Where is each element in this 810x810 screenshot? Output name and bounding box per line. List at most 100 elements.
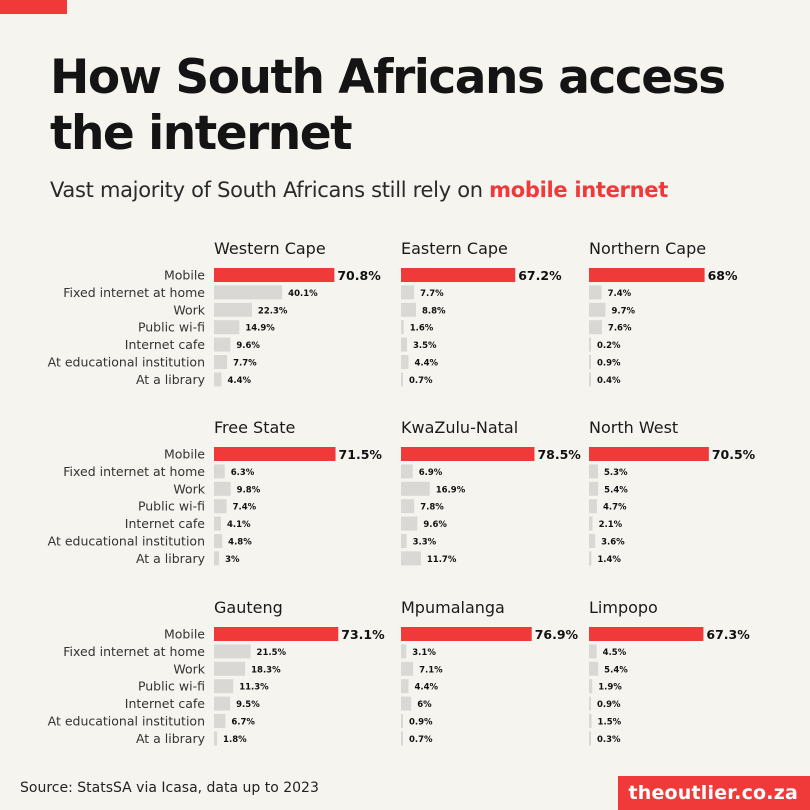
- value-label-western-cape-work: 22.3%: [258, 306, 288, 316]
- value-label-free-state-public-wi-fi: 7.4%: [233, 503, 257, 513]
- value-label-gauteng-mobile: 73.1%: [341, 627, 385, 642]
- bar-mpumalanga-at-educational-institution: [401, 714, 403, 728]
- category-label-mobile-free-state: Mobile: [164, 447, 205, 462]
- bar-limpopo-mobile: [589, 627, 704, 641]
- bar-mpumalanga-mobile: [401, 627, 532, 641]
- value-label-limpopo-internet-cafe: 0.9%: [597, 700, 621, 710]
- bar-western-cape-mobile: [214, 268, 335, 282]
- bar-eastern-cape-fixed-internet-at-home: [401, 285, 415, 300]
- bar-kwazulu-natal-internet-cafe: [401, 516, 418, 531]
- value-label-limpopo-public-wi-fi: 1.9%: [598, 683, 622, 693]
- accent-strip: [0, 0, 67, 14]
- panel-title-free-state: Free State: [214, 418, 295, 437]
- value-label-free-state-internet-cafe: 4.1%: [227, 520, 251, 530]
- value-label-kwazulu-natal-public-wi-fi: 7.8%: [420, 503, 444, 513]
- bar-eastern-cape-public-wi-fi: [401, 320, 404, 335]
- value-label-northern-cape-public-wi-fi: 7.6%: [608, 324, 632, 334]
- bar-north-west-work: [589, 481, 599, 496]
- bar-eastern-cape-internet-cafe: [401, 337, 407, 352]
- value-label-north-west-at-educational-institution: 3.6%: [601, 538, 625, 548]
- value-label-north-west-work: 5.4%: [604, 485, 628, 495]
- category-label-fixed-internet-at-home-free-state: Fixed internet at home: [63, 464, 205, 479]
- bar-limpopo-at-educational-institution: [589, 714, 592, 728]
- bar-mpumalanga-at-a-library: [401, 731, 403, 746]
- bar-gauteng-work: [214, 661, 246, 676]
- bar-free-state-mobile: [214, 447, 336, 461]
- value-label-western-cape-internet-cafe: 9.6%: [236, 341, 260, 351]
- bar-mpumalanga-public-wi-fi: [401, 679, 409, 694]
- value-label-mpumalanga-internet-cafe: 6%: [417, 700, 432, 710]
- value-label-free-state-work: 9.8%: [237, 485, 261, 495]
- value-label-gauteng-fixed-internet-at-home: 21.5%: [257, 648, 287, 658]
- bar-western-cape-fixed-internet-at-home: [214, 285, 283, 300]
- value-label-kwazulu-natal-at-a-library: 11.7%: [427, 555, 457, 565]
- panel-title-kwazulu-natal: KwaZulu-Natal: [401, 418, 518, 437]
- value-label-free-state-at-educational-institution: 4.8%: [228, 538, 252, 548]
- bar-mpumalanga-work: [401, 661, 414, 676]
- value-label-mpumalanga-work: 7.1%: [419, 665, 443, 675]
- value-label-eastern-cape-work: 8.8%: [422, 306, 446, 316]
- bar-gauteng-at-educational-institution: [214, 714, 226, 728]
- value-label-north-west-mobile: 70.5%: [712, 447, 756, 462]
- value-label-limpopo-at-a-library: 0.3%: [597, 735, 621, 745]
- value-label-free-state-at-a-library: 3%: [225, 555, 240, 565]
- value-label-eastern-cape-mobile: 67.2%: [518, 268, 562, 283]
- category-label-internet-cafe-gauteng: Internet cafe: [125, 696, 206, 711]
- category-label-public-wi-fi-western-cape: Public wi-fi: [138, 320, 205, 335]
- value-label-mpumalanga-public-wi-fi: 4.4%: [414, 683, 438, 693]
- bar-gauteng-at-a-library: [214, 731, 218, 746]
- brand-badge[interactable]: theoutlier.co.za: [618, 776, 810, 810]
- value-label-kwazulu-natal-fixed-internet-at-home: 6.9%: [419, 468, 443, 478]
- bar-northern-cape-internet-cafe: [589, 337, 591, 352]
- category-label-mobile-gauteng: Mobile: [164, 627, 205, 642]
- value-label-gauteng-work: 18.3%: [251, 665, 281, 675]
- category-label-at-educational-institution-gauteng: At educational institution: [48, 714, 205, 729]
- value-label-free-state-fixed-internet-at-home: 6.3%: [231, 468, 255, 478]
- category-label-public-wi-fi-free-state: Public wi-fi: [138, 499, 205, 514]
- value-label-north-west-at-a-library: 1.4%: [597, 555, 621, 565]
- bar-kwazulu-natal-work: [401, 481, 430, 496]
- bar-north-west-at-a-library: [589, 551, 592, 566]
- value-label-free-state-mobile: 71.5%: [339, 447, 383, 462]
- bar-limpopo-fixed-internet-at-home: [589, 644, 597, 659]
- category-label-work-gauteng: Work: [173, 661, 205, 676]
- value-label-gauteng-at-educational-institution: 6.7%: [231, 718, 255, 728]
- bar-north-west-mobile: [589, 447, 709, 461]
- bar-eastern-cape-at-educational-institution: [401, 355, 409, 369]
- panel-title-limpopo: Limpopo: [589, 598, 658, 617]
- category-label-at-a-library-free-state: At a library: [136, 551, 206, 566]
- value-label-eastern-cape-fixed-internet-at-home: 7.7%: [420, 289, 444, 299]
- category-label-at-a-library-gauteng: At a library: [136, 731, 206, 746]
- bar-kwazulu-natal-public-wi-fi: [401, 499, 415, 514]
- bar-western-cape-at-educational-institution: [214, 355, 228, 369]
- subtitle-highlight: mobile internet: [489, 178, 668, 202]
- bar-north-west-public-wi-fi: [589, 499, 597, 514]
- bar-north-west-fixed-internet-at-home: [589, 464, 599, 479]
- category-label-internet-cafe-western-cape: Internet cafe: [125, 337, 206, 352]
- subtitle-text: Vast majority of South Africans still re…: [50, 178, 490, 202]
- value-label-north-west-fixed-internet-at-home: 5.3%: [604, 468, 628, 478]
- bar-free-state-work: [214, 481, 231, 496]
- value-label-limpopo-fixed-internet-at-home: 4.5%: [603, 648, 627, 658]
- value-label-kwazulu-natal-at-educational-institution: 3.3%: [413, 538, 437, 548]
- category-label-work-western-cape: Work: [173, 302, 205, 317]
- panel-title-western-cape: Western Cape: [214, 239, 326, 258]
- value-label-gauteng-at-a-library: 1.8%: [223, 735, 247, 745]
- page-subtitle: Vast majority of South Africans still re…: [50, 178, 668, 202]
- bar-free-state-at-educational-institution: [214, 534, 223, 548]
- value-label-limpopo-work: 5.4%: [604, 665, 628, 675]
- bar-northern-cape-at-educational-institution: [589, 355, 591, 369]
- bar-western-cape-internet-cafe: [214, 337, 231, 352]
- bar-northern-cape-at-a-library: [589, 372, 591, 387]
- value-label-eastern-cape-public-wi-fi: 1.6%: [410, 324, 434, 334]
- bar-eastern-cape-work: [401, 302, 416, 317]
- value-label-mpumalanga-mobile: 76.9%: [535, 627, 579, 642]
- bar-mpumalanga-internet-cafe: [401, 696, 412, 711]
- bar-gauteng-public-wi-fi: [214, 679, 234, 694]
- value-label-gauteng-internet-cafe: 9.5%: [236, 700, 260, 710]
- value-label-kwazulu-natal-mobile: 78.5%: [537, 447, 581, 462]
- value-label-gauteng-public-wi-fi: 11.3%: [239, 683, 269, 693]
- value-label-western-cape-fixed-internet-at-home: 40.1%: [288, 289, 318, 299]
- category-label-public-wi-fi-gauteng: Public wi-fi: [138, 679, 205, 694]
- value-label-northern-cape-at-a-library: 0.4%: [597, 376, 621, 386]
